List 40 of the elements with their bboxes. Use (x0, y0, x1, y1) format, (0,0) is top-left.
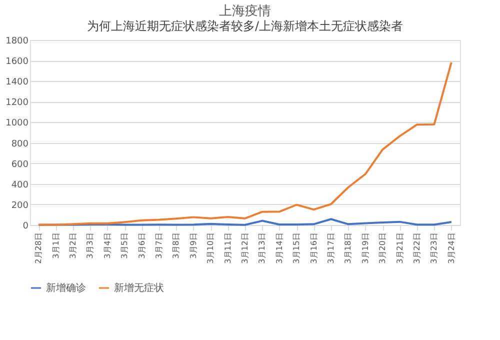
x-tick-label: 3月3日 (86, 232, 95, 259)
y-tick-label: 400 (11, 180, 29, 190)
x-tick-label: 3月10日 (206, 232, 216, 264)
x-tick-label: 3月4日 (102, 232, 112, 259)
x-tick-label: 3月13日 (258, 232, 267, 264)
chart-subtitle: 为何上海近期无症状感染者较多/上海新增本土无症状感染者 (86, 19, 404, 33)
x-tick-label: 3月14日 (274, 232, 284, 264)
x-tick-label: 3月18日 (344, 232, 353, 264)
y-tick-label: 1000 (6, 118, 29, 129)
y-tick-label: 200 (11, 200, 29, 211)
y-tick-label: 600 (11, 160, 29, 170)
chart-title: 上海疫情 (219, 4, 271, 19)
x-tick-label: 2月28日 (34, 232, 44, 264)
x-tick-label: 3月17日 (326, 232, 336, 264)
y-tick-label: 1800 (6, 36, 29, 46)
x-tick-label: 3月8日 (172, 232, 181, 259)
x-tick-label: 3月7日 (154, 232, 164, 259)
x-tick-label: 3月20日 (378, 232, 388, 264)
legend-label: 新增确诊 (46, 282, 86, 294)
x-tick-label: 3月6日 (137, 232, 146, 259)
x-tick-label: 3月15日 (292, 232, 302, 264)
y-tick-label: 1400 (6, 78, 29, 88)
x-tick-label: 3月24日 (446, 232, 456, 264)
y-tick-label: 0 (22, 222, 29, 232)
x-tick-label: 3月11日 (223, 232, 232, 264)
x-tick-label: 3月1日 (51, 232, 60, 259)
line-series (38, 61, 452, 226)
x-tick-label: 3月16日 (309, 232, 318, 264)
legend-label: 新增无症状 (114, 282, 164, 294)
x-tick-label: 3月9日 (188, 232, 198, 259)
x-tick-label: 3月21日 (395, 232, 404, 264)
y-tick-label: 1200 (6, 98, 29, 108)
y-tick-label: 800 (11, 139, 29, 150)
x-tick-label: 3月23日 (430, 232, 439, 264)
y-tick-label: 1600 (6, 57, 29, 68)
x-tick-label: 3月5日 (120, 232, 130, 259)
x-tick-label: 3月19日 (360, 232, 370, 264)
x-tick-label: 3月22日 (412, 232, 422, 264)
x-tick-label: 3月2日 (68, 232, 78, 259)
x-tick-label: 3月12日 (240, 232, 250, 264)
